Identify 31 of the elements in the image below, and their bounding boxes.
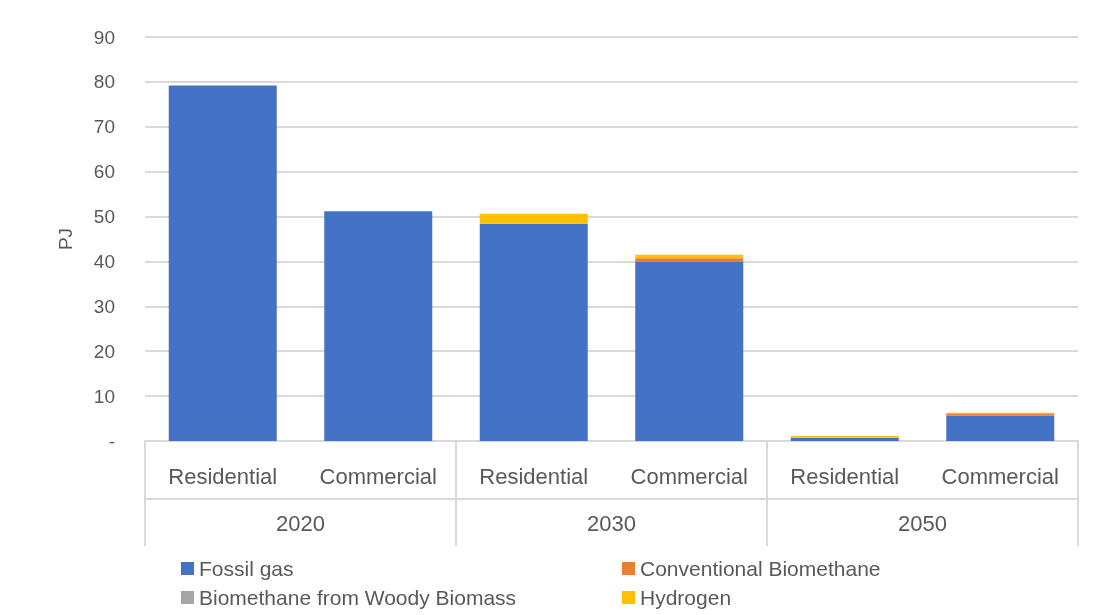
x-tick-label: Residential [168, 463, 278, 489]
x-tick-label: Commercial [941, 463, 1059, 489]
bar [324, 211, 433, 441]
bar [635, 261, 744, 441]
legend-label: Conventional Biomethane [640, 557, 881, 580]
y-tick-label: 10 [93, 385, 115, 407]
bar [479, 223, 588, 441]
legend-label: Hydrogen [640, 586, 732, 609]
legend-label: Biomethane from Woody Biomass [199, 586, 517, 609]
text: 2020 [276, 510, 325, 536]
y-tick-label: 40 [93, 250, 115, 272]
y-tick-label: 80 [93, 71, 115, 93]
bar [946, 415, 1055, 441]
text: 2030 [587, 510, 636, 536]
x-tick-label: Residential [479, 463, 589, 489]
x-tick-label: Commercial [319, 463, 437, 489]
bar [479, 213, 588, 224]
y-tick-label: 50 [93, 206, 115, 228]
x-tick-label: Commercial [630, 463, 748, 489]
x-tick-label: Residential [790, 463, 900, 489]
bar [168, 85, 277, 441]
y-tick-label: - [108, 430, 115, 452]
legend-label: Fossil gas [199, 557, 294, 580]
y-tick-label: 30 [93, 295, 115, 317]
y-tick-label: 60 [93, 161, 115, 183]
bar [635, 258, 744, 262]
y-axis-title: PJ [55, 227, 76, 251]
y-tick-label: 90 [93, 26, 115, 48]
y-tick-label: 20 [93, 340, 115, 362]
y-tick-label: 70 [93, 116, 115, 138]
text: 2050 [898, 510, 947, 536]
